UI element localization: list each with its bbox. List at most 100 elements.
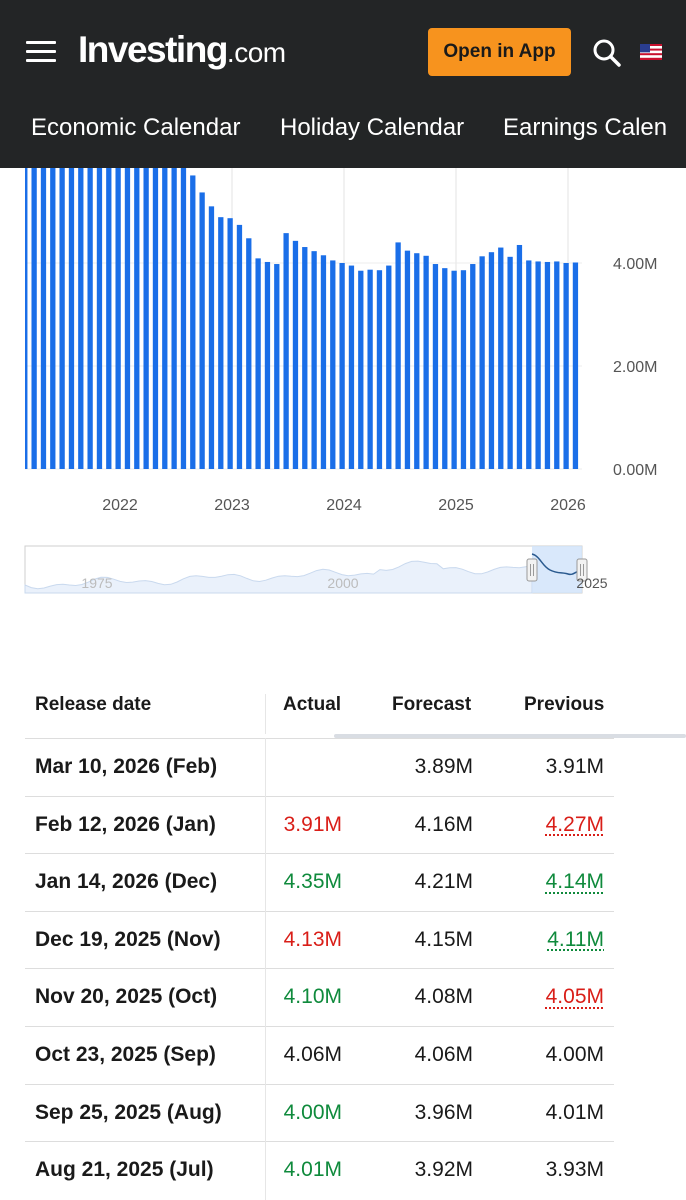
bar[interactable] <box>180 168 187 469</box>
previous-revised-cell[interactable]: 4.05M <box>545 985 604 1009</box>
bar[interactable] <box>601 258 606 469</box>
bar[interactable] <box>68 168 75 469</box>
bar[interactable] <box>395 242 401 469</box>
nav-holiday-calendar[interactable]: Holiday Calendar <box>280 114 465 141</box>
bar[interactable] <box>255 258 261 469</box>
actual-cell: 4.10M <box>283 985 342 1009</box>
bar[interactable] <box>591 260 596 469</box>
actual-cell: 4.00M <box>283 1100 342 1124</box>
bar[interactable] <box>152 168 159 469</box>
bar[interactable] <box>87 168 93 469</box>
bar[interactable] <box>302 247 308 469</box>
bar[interactable] <box>274 264 280 469</box>
bar[interactable] <box>208 206 215 469</box>
header-release-date: Release date <box>35 694 152 715</box>
open-in-app-button[interactable]: Open in App <box>428 28 571 76</box>
bar[interactable] <box>572 262 579 469</box>
table-row: Jan 14, 2026 (Dec) 4.35M 4.21M 4.14M <box>25 853 614 911</box>
bar[interactable] <box>367 269 373 469</box>
horizontal-scrollbar[interactable] <box>334 734 686 738</box>
bar[interactable] <box>488 252 495 469</box>
bar[interactable] <box>78 168 84 469</box>
bar[interactable] <box>106 168 112 469</box>
bar[interactable] <box>264 261 271 469</box>
column-divider <box>265 738 266 1200</box>
header-previous: Previous <box>524 694 605 715</box>
bar[interactable] <box>386 265 392 469</box>
bar[interactable] <box>199 192 205 469</box>
bar[interactable] <box>134 168 140 469</box>
bar[interactable] <box>348 265 355 469</box>
bar[interactable] <box>218 217 224 469</box>
bar[interactable] <box>516 244 523 469</box>
bar[interactable] <box>442 268 448 469</box>
bar[interactable] <box>162 168 168 469</box>
bar[interactable] <box>330 260 336 469</box>
range-navigator-svg: 1975 2000 2025 <box>24 545 608 594</box>
bar[interactable] <box>563 263 569 469</box>
bar[interactable] <box>479 256 485 469</box>
bar[interactable] <box>582 262 587 469</box>
bar[interactable] <box>498 247 504 469</box>
bar[interactable] <box>460 270 467 469</box>
bar[interactable] <box>227 218 233 469</box>
previous-revised-cell[interactable]: 4.11M <box>547 927 604 951</box>
navigator-left-handle[interactable] <box>526 558 538 582</box>
bar[interactable] <box>96 168 103 469</box>
bar[interactable] <box>31 168 37 469</box>
x-tick-label: 2024 <box>326 497 362 514</box>
y-tick-label: 4.00M <box>613 256 657 273</box>
bar[interactable] <box>292 240 299 469</box>
forecast-cell: 4.21M <box>414 870 473 894</box>
bar[interactable] <box>59 168 65 469</box>
bar[interactable] <box>376 270 383 469</box>
bar[interactable] <box>311 251 317 469</box>
hamburger-menu-icon[interactable] <box>26 41 56 63</box>
bar[interactable] <box>124 168 131 469</box>
bar[interactable] <box>432 264 439 469</box>
bar[interactable] <box>171 168 177 469</box>
bar[interactable] <box>451 270 457 469</box>
bar[interactable] <box>22 168 28 469</box>
navigator-year-label: 2025 <box>576 575 607 591</box>
bar[interactable] <box>507 256 513 469</box>
navigator-selected-line <box>531 553 583 576</box>
forecast-cell: 3.89M <box>414 755 473 778</box>
previous-revised-cell[interactable]: 4.14M <box>545 870 604 894</box>
bar[interactable] <box>50 168 56 469</box>
navigator-selected-range[interactable] <box>532 546 582 593</box>
bar[interactable] <box>414 253 420 469</box>
bar[interactable] <box>554 261 560 469</box>
bar[interactable] <box>115 168 121 469</box>
bar[interactable] <box>526 260 532 469</box>
investing-logo[interactable]: Investing.com <box>78 28 286 75</box>
bar[interactable] <box>143 168 149 469</box>
nav-earnings-calendar[interactable]: Earnings Calen <box>503 114 668 141</box>
nav-economic-calendar[interactable]: Economic Calendar <box>31 114 241 141</box>
us-flag-icon[interactable] <box>640 44 662 60</box>
bar[interactable] <box>423 255 429 469</box>
bar[interactable] <box>320 255 327 469</box>
bar[interactable] <box>40 168 47 469</box>
bar[interactable] <box>470 264 476 469</box>
bar[interactable] <box>404 250 411 469</box>
bar[interactable] <box>339 263 345 469</box>
actual-cell: 4.01M <box>283 1158 342 1182</box>
forecast-cell: 4.06M <box>414 1043 473 1066</box>
bar[interactable] <box>190 175 196 469</box>
bar[interactable] <box>619 245 624 469</box>
forecast-cell: 3.96M <box>414 1100 473 1124</box>
bar[interactable] <box>358 270 364 469</box>
navigator-right-handle[interactable] <box>576 558 588 582</box>
bar[interactable] <box>283 233 289 469</box>
previous-revised-cell[interactable]: 4.27M <box>545 812 604 836</box>
actual-cell: 3.91M <box>283 812 342 836</box>
header-forecast: Forecast <box>392 694 472 715</box>
search-icon[interactable] <box>592 38 622 68</box>
range-navigator[interactable]: 1975 2000 2025 <box>0 540 686 600</box>
bar[interactable] <box>246 238 252 469</box>
bar[interactable] <box>236 224 243 469</box>
bar[interactable] <box>544 261 551 469</box>
bar[interactable] <box>535 261 541 469</box>
